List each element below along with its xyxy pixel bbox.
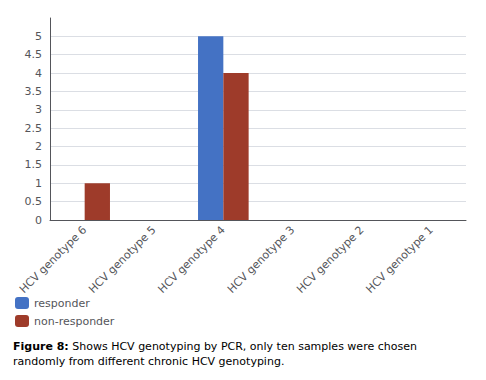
svg-text:5: 5: [35, 30, 42, 43]
svg-text:randomly from different chroni: randomly from different chronic HCV geno…: [13, 355, 284, 368]
svg-text:HCV genotype 4: HCV genotype 4: [156, 223, 228, 295]
svg-text:HCV genotype 1: HCV genotype 1: [364, 223, 436, 295]
svg-text:3: 3: [35, 103, 42, 116]
svg-text:2.5: 2.5: [25, 122, 43, 135]
svg-text:1: 1: [35, 177, 42, 190]
svg-text:HCV genotype 6: HCV genotype 6: [17, 223, 89, 295]
svg-text:Figure 8:: Figure 8:: [13, 340, 69, 353]
svg-text:HCV genotype 3: HCV genotype 3: [225, 223, 297, 295]
svg-text:responder: responder: [34, 297, 90, 310]
svg-text:HCV genotype 2: HCV genotype 2: [294, 223, 366, 295]
svg-text:0.5: 0.5: [25, 195, 43, 208]
svg-text:0: 0: [35, 214, 42, 227]
svg-text:2: 2: [35, 140, 42, 153]
svg-text:non-responder: non-responder: [34, 315, 115, 328]
svg-text:Shows HCV genotyping by PCR, o: Shows HCV genotyping by PCR, only ten sa…: [69, 340, 417, 353]
svg-text:4: 4: [35, 67, 42, 80]
svg-text:1.5: 1.5: [25, 158, 43, 171]
svg-text:3.5: 3.5: [25, 85, 43, 98]
svg-text:HCV genotype 5: HCV genotype 5: [86, 223, 158, 295]
svg-text:4.5: 4.5: [25, 48, 43, 61]
